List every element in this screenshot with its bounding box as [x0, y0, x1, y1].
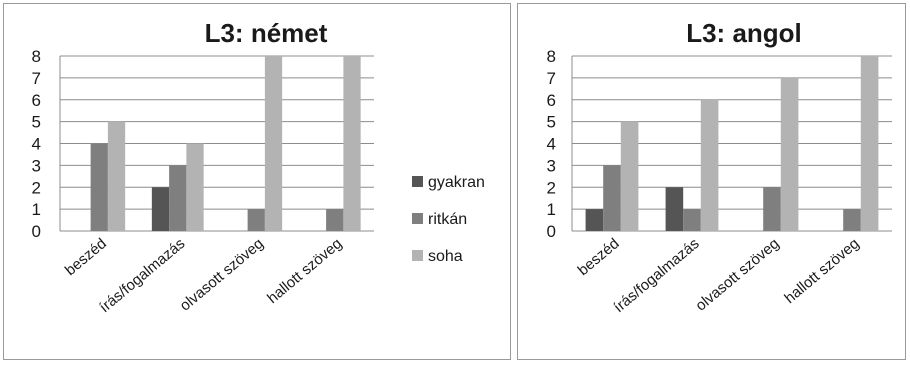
- bar-hallott szöveg-ritkán: [326, 209, 343, 231]
- y-tick-label: 8: [32, 47, 41, 66]
- bar-olvasott szöveg-ritkán: [763, 187, 781, 231]
- y-tick-label: 4: [32, 135, 41, 154]
- bar-írás/fogalmazás-soha: [186, 144, 203, 232]
- y-tick-label: 7: [32, 69, 41, 88]
- bar-írás/fogalmazás-ritkán: [683, 209, 701, 231]
- bar-beszéd-soha: [108, 122, 125, 231]
- y-tick-label: 0: [547, 222, 556, 241]
- category-label: olvasott szöveg: [177, 235, 267, 314]
- y-tick-label: 1: [32, 200, 41, 219]
- bar-olvasott szöveg-soha: [265, 56, 282, 231]
- legend-swatch: [412, 213, 423, 224]
- y-tick-label: 0: [32, 222, 41, 241]
- chart-panel-nemet: L3: német 0 1 2 3 4 5 6 7 8 beszéd írás/fogalmazás o…: [3, 3, 511, 360]
- legend-label: ritkán: [428, 211, 467, 228]
- legend-label: soha: [428, 248, 463, 265]
- bar-hallott szöveg-soha: [343, 56, 360, 231]
- bar-hallott szöveg-soha: [861, 56, 879, 231]
- legend-swatch: [412, 176, 423, 187]
- y-tick-label: 2: [547, 178, 556, 197]
- y-tick-label: 4: [547, 135, 556, 154]
- bar-olvasott szöveg-ritkán: [248, 209, 265, 231]
- category-label: hallott szöveg: [781, 235, 862, 307]
- category-label: hallott szöveg: [264, 235, 345, 307]
- bar-beszéd-ritkán: [91, 144, 108, 232]
- category-label: írás/fogalmazás: [611, 235, 703, 316]
- bar-beszéd-soha: [621, 122, 639, 231]
- chart-title: L3: angol: [686, 18, 802, 48]
- bar-írás/fogalmazás-soha: [701, 100, 719, 231]
- bar-olvasott szöveg-soha: [781, 78, 799, 231]
- legend-label: gyakran: [428, 174, 485, 191]
- chart-nemet: L3: német 0 1 2 3 4 5 6 7 8 beszédírás/fogalmazáso…: [4, 4, 512, 361]
- bar-beszéd-gyakran: [586, 209, 604, 231]
- y-tick-label: 6: [547, 91, 556, 110]
- y-tick-label: 2: [32, 178, 41, 197]
- chart-panel-angol: L3: angol 0 1 2 3 4 5 6 7 8 beszéd írás/fogalmazás o…: [517, 3, 906, 360]
- y-tick-label: 3: [32, 156, 41, 175]
- chart-angol: L3: angol 0 1 2 3 4 5 6 7 8 beszédírás/fogalmazáso…: [518, 4, 907, 361]
- y-tick-label: 1: [547, 200, 556, 219]
- y-tick-label: 5: [32, 113, 41, 132]
- bar-hallott szöveg-ritkán: [843, 209, 861, 231]
- bar-írás/fogalmazás-gyakran: [666, 187, 684, 231]
- category-label: olvasott szöveg: [692, 235, 782, 314]
- legend-swatch: [412, 250, 423, 261]
- category-label: beszéd: [575, 235, 623, 279]
- bar-írás/fogalmazás-gyakran: [152, 187, 169, 231]
- y-tick-label: 5: [547, 113, 556, 132]
- y-tick-label: 8: [547, 47, 556, 66]
- category-label: írás/fogalmazás: [96, 235, 188, 316]
- y-tick-label: 3: [547, 156, 556, 175]
- chart-title: L3: német: [205, 18, 328, 48]
- category-label: beszéd: [62, 235, 110, 279]
- bar-írás/fogalmazás-ritkán: [169, 165, 186, 231]
- bar-beszéd-ritkán: [603, 165, 621, 231]
- y-tick-label: 7: [547, 69, 556, 88]
- y-tick-label: 6: [32, 91, 41, 110]
